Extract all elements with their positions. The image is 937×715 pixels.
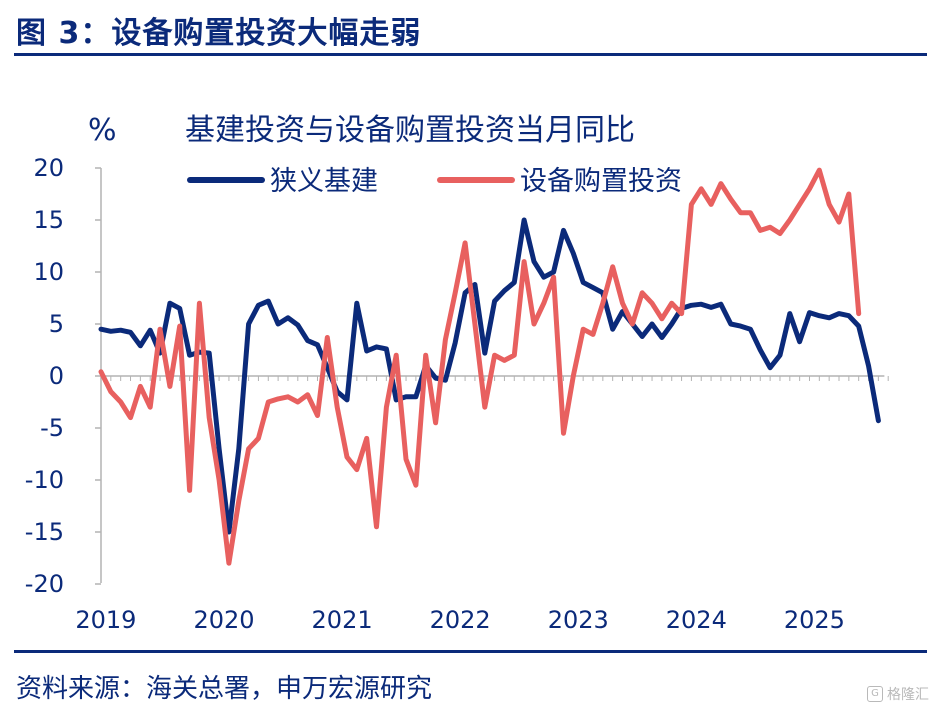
source-note: 资料来源：海关总署，申万宏源研究 — [16, 674, 433, 704]
chart-title: 基建投资与设备购置投资当月同比 — [185, 113, 635, 148]
legend-label-2: 设备购置投资 — [520, 166, 682, 197]
series-line-2 — [98, 167, 862, 566]
x-tick-label: 2024 — [666, 606, 727, 634]
figure-title: 图 3：设备购置投资大幅走弱 — [16, 16, 422, 51]
axes: 20 15 10 5 0 -5 -10 -15 -20 2019 2020 2021 2022 2023 2… — [25, 154, 889, 634]
series-line-1 — [98, 217, 881, 535]
top-rule — [14, 53, 927, 56]
watermark: G 格隆汇 — [867, 684, 929, 704]
legend: 狭义基建 设备购置投资 — [187, 166, 682, 197]
x-tick-label: 2021 — [312, 606, 373, 634]
x-tick-label: 2022 — [430, 606, 491, 634]
y-tick-label: 10 — [33, 258, 64, 286]
series-lines — [98, 167, 881, 566]
y-tick-label: 0 — [49, 362, 64, 390]
y-tick-label: -15 — [25, 518, 64, 546]
y-tick-label: 5 — [49, 310, 64, 338]
x-tick-label: 2023 — [548, 606, 609, 634]
y-tick-label: 15 — [33, 206, 64, 234]
watermark-text: 格隆汇 — [887, 687, 929, 703]
y-tick-label: -5 — [40, 414, 64, 442]
y-tick-label: -20 — [25, 570, 64, 598]
x-tick-label: 2020 — [193, 606, 254, 634]
bottom-rule — [14, 650, 927, 653]
watermark-logo-icon: G — [867, 686, 883, 702]
x-tick-label: 2025 — [784, 606, 845, 634]
y-unit-label: % — [88, 113, 117, 148]
legend-label-1: 狭义基建 — [270, 166, 378, 197]
y-tick-label: 20 — [33, 154, 64, 182]
y-tick-label: -10 — [25, 466, 64, 494]
x-tick-label: 2019 — [75, 606, 136, 634]
